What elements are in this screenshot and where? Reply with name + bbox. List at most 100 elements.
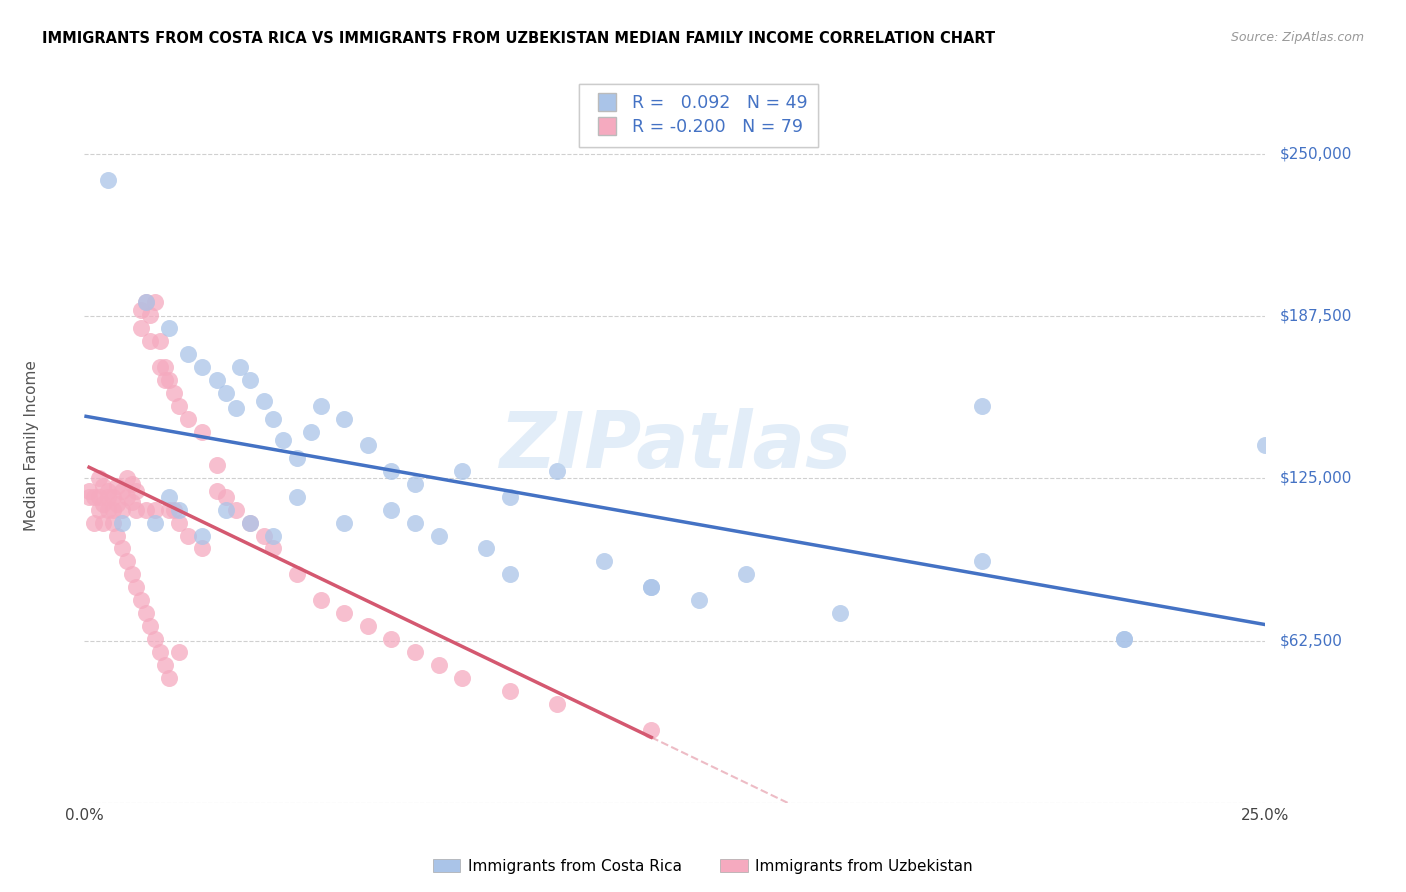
Point (262, 541, 284, 556)
Point (357, 438, 380, 452)
Point (357, 619, 380, 633)
Point (115, 471, 138, 485)
Text: ZIPatlas: ZIPatlas (499, 408, 851, 484)
Point (97, 490, 120, 504)
Point (139, 334, 162, 348)
Text: Median Family Income: Median Family Income (24, 360, 39, 532)
Point (177, 528, 200, 542)
Point (129, 321, 152, 335)
Point (167, 645, 190, 659)
Point (546, 697, 568, 711)
Point (97, 502, 120, 516)
Point (830, 607, 852, 621)
Point (83, 490, 105, 504)
Point (404, 645, 426, 659)
Text: $187,500: $187,500 (1279, 309, 1353, 324)
Point (149, 645, 172, 659)
Point (163, 385, 186, 400)
Point (167, 502, 190, 516)
Point (125, 581, 148, 595)
Text: $125,000: $125,000 (1279, 471, 1353, 486)
Point (77, 484, 100, 499)
Point (163, 502, 186, 516)
Point (111, 516, 134, 530)
Point (253, 393, 276, 408)
Point (121, 476, 143, 491)
Point (157, 671, 180, 685)
Point (380, 464, 402, 478)
Legend: Immigrants from Costa Rica, Immigrants from Uzbekistan: Immigrants from Costa Rica, Immigrants f… (427, 853, 979, 880)
Text: $62,500: $62,500 (1279, 633, 1343, 648)
Point (111, 502, 134, 516)
Point (129, 593, 152, 607)
Point (111, 484, 134, 499)
Point (285, 567, 308, 582)
Point (87, 490, 110, 504)
Point (125, 484, 148, 499)
Point (121, 495, 143, 509)
Point (135, 295, 157, 310)
Point (97, 173, 120, 187)
Point (593, 554, 616, 568)
Text: $250,000: $250,000 (1279, 146, 1353, 161)
Point (229, 359, 252, 374)
Point (970, 399, 993, 413)
Point (734, 567, 756, 582)
Point (191, 425, 214, 439)
Point (125, 502, 148, 516)
Point (688, 593, 710, 607)
Point (149, 359, 172, 374)
Point (177, 347, 200, 361)
Point (640, 581, 662, 595)
Point (157, 490, 180, 504)
Point (191, 359, 214, 374)
Point (427, 528, 450, 542)
Point (333, 516, 356, 530)
Point (153, 658, 176, 673)
Point (451, 671, 474, 685)
Point (285, 490, 308, 504)
Point (115, 554, 138, 568)
Point (546, 464, 568, 478)
Point (153, 373, 176, 387)
Point (239, 516, 262, 530)
Point (111, 541, 134, 556)
Point (83, 516, 105, 530)
Point (107, 497, 129, 511)
Point (225, 401, 247, 416)
Point (157, 502, 180, 516)
Point (191, 541, 214, 556)
Point (107, 528, 129, 542)
Point (91, 497, 114, 511)
Point (253, 528, 276, 542)
Point (77, 490, 100, 504)
Point (149, 334, 172, 348)
Point (205, 484, 228, 499)
Point (97, 484, 120, 499)
Point (640, 581, 662, 595)
Point (380, 502, 402, 516)
Point (1254, 438, 1277, 452)
Point (262, 528, 284, 542)
Point (498, 567, 520, 582)
Point (87, 502, 110, 516)
Point (299, 425, 322, 439)
Point (115, 490, 138, 504)
Point (225, 502, 247, 516)
Point (1112, 632, 1135, 647)
Point (167, 516, 190, 530)
Point (157, 373, 180, 387)
Point (205, 458, 228, 473)
Point (215, 502, 238, 516)
Point (157, 321, 180, 335)
Point (427, 658, 450, 673)
Point (135, 607, 157, 621)
Point (309, 399, 332, 413)
Point (451, 464, 474, 478)
Text: IMMIGRANTS FROM COSTA RICA VS IMMIGRANTS FROM UZBEKISTAN MEDIAN FAMILY INCOME CO: IMMIGRANTS FROM COSTA RICA VS IMMIGRANTS… (42, 31, 995, 46)
Text: Source: ZipAtlas.com: Source: ZipAtlas.com (1230, 31, 1364, 45)
Point (135, 295, 157, 310)
Point (143, 295, 166, 310)
Point (498, 684, 520, 698)
Point (167, 399, 190, 413)
